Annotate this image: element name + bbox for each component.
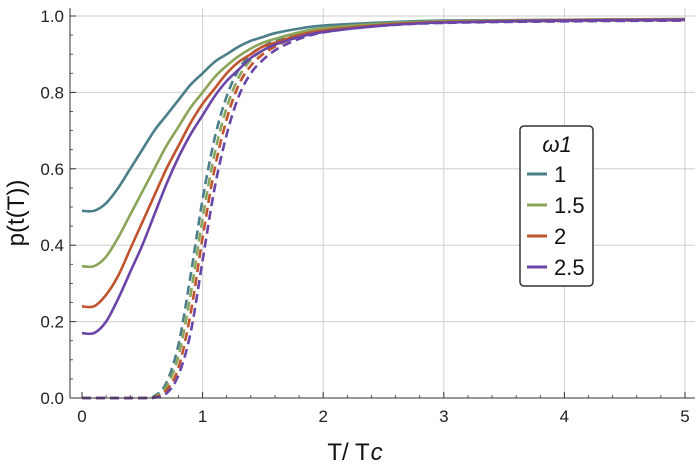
- legend-label-1: 1: [554, 162, 566, 187]
- x-axis-label: T/ Tc: [327, 439, 382, 466]
- series-line-2-dashed: [81, 18, 686, 400]
- legend-label-2: 2: [554, 224, 566, 249]
- grid-lines: [70, 8, 695, 398]
- y-tick-label-0.8: 0.8: [40, 83, 64, 102]
- y-tick-label-0: 0.0: [40, 389, 64, 408]
- y-tick-label-1: 1.0: [40, 7, 64, 26]
- x-tick-label-0: 0: [77, 407, 86, 426]
- series-line-1.5-dashed: [81, 18, 686, 400]
- series-lines: [81, 17, 686, 400]
- legend-box: [519, 125, 594, 287]
- y-tick-label-0.4: 0.4: [40, 236, 64, 255]
- legend: ω1 1 1.5 2 2.5: [519, 125, 594, 287]
- x-tick-label-3: 3: [439, 407, 448, 426]
- x-tick-label-5: 5: [680, 407, 689, 426]
- axes: [69, 8, 695, 399]
- series-line-2-solid: [81, 18, 686, 309]
- x-tick-label-1: 1: [198, 407, 207, 426]
- x-axis-label-subscript: c: [371, 439, 383, 466]
- x-axis-label-main: T/ T: [327, 439, 370, 466]
- y-tick-label-0.2: 0.2: [40, 313, 64, 332]
- legend-entries: 1 1.5 2 2.5: [527, 162, 585, 280]
- y-ticks: 0.0 0.2 0.4 0.6 0.8 1.0: [40, 7, 76, 408]
- series-line-1-dashed: [81, 18, 686, 400]
- legend-title: ω1: [542, 132, 571, 157]
- legend-label-2.5: 2.5: [554, 255, 585, 280]
- series-line-1-solid: [81, 17, 686, 213]
- series-line-1.5-solid: [81, 17, 686, 269]
- y-tick-label-0.6: 0.6: [40, 160, 64, 179]
- x-tick-label-4: 4: [560, 407, 569, 426]
- legend-label-1.5: 1.5: [554, 193, 585, 218]
- x-ticks: 0 1 2 3 4 5: [77, 392, 690, 426]
- y-axis-label: p(t(T)): [3, 180, 30, 247]
- x-tick-label-2: 2: [318, 407, 327, 426]
- series-line-2.5-solid: [81, 18, 686, 336]
- series-line-2.5-dashed: [81, 19, 686, 400]
